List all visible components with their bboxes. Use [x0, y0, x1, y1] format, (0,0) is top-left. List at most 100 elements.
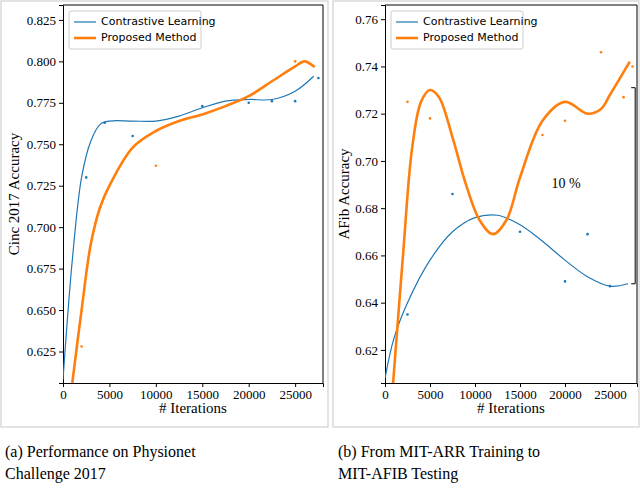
- y-axis-title: AFib Accuracy: [336, 148, 352, 240]
- y-tick-mark: [59, 310, 63, 311]
- y-tick-mark: [381, 350, 385, 351]
- plot-area: [385, 51, 635, 383]
- y-tick-label: 0.725: [27, 178, 56, 193]
- series-point: [622, 96, 625, 99]
- y-tick: 0.66: [355, 248, 385, 263]
- series-point: [631, 65, 634, 68]
- y-tick-label: 0.750: [27, 137, 56, 152]
- frame-top: [385, 5, 637, 6]
- y-tick-mark: [59, 103, 63, 104]
- series-point: [247, 102, 250, 105]
- x-tick-label: 0: [382, 387, 389, 402]
- y-tick-label: 0.68: [355, 201, 378, 216]
- y-tick-label: 0.825: [27, 13, 56, 28]
- y-tick-mark: [381, 208, 385, 209]
- y-tick-label: 0.625: [27, 344, 56, 359]
- y-tick: 0.625: [27, 344, 63, 359]
- x-tick: 5000: [418, 383, 444, 402]
- y-axis-line: [381, 6, 386, 384]
- legend-label: Contrastive Learning: [423, 15, 538, 28]
- legend-label: Proposed Method: [423, 31, 518, 44]
- y-axis: 0.625 0.650 0.675 0.700 0.725 0.750 0.775 0.800…: [27, 6, 64, 384]
- series-point: [201, 105, 204, 108]
- y-tick-mark: [381, 19, 385, 20]
- x-axis-title: # Iterations: [477, 400, 545, 416]
- series-point: [541, 134, 544, 137]
- series-point: [586, 233, 589, 236]
- y-tick-mark: [59, 352, 63, 353]
- legend: Contrastive Learning Proposed Method: [69, 11, 216, 49]
- y-tick-label: 0.675: [27, 261, 56, 276]
- series-point: [103, 121, 106, 124]
- frame-right: [323, 5, 324, 383]
- y-tick: 0.68: [355, 201, 385, 216]
- figure: 05000100001500020000250000.6250.6500.675…: [0, 0, 640, 491]
- series-line: [385, 215, 628, 378]
- series-point: [85, 176, 88, 179]
- y-tick-label: 0.62: [355, 343, 378, 358]
- y-tick: 0.800: [27, 54, 63, 69]
- x-tick-label: 5000: [418, 387, 444, 402]
- series-point: [294, 60, 297, 63]
- x-axis-title: # Iterations: [159, 400, 227, 416]
- chart-panel: 05000100001500020000250000.620.640.660.6…: [333, 1, 639, 483]
- caption: Challenge 2017: [5, 465, 106, 483]
- series-point: [155, 165, 158, 168]
- y-tick-mark: [59, 144, 63, 145]
- series-point: [406, 101, 409, 104]
- x-tick-label: 20000: [549, 387, 582, 402]
- series-point: [609, 285, 612, 288]
- bracket-line: [635, 88, 636, 284]
- series-point: [317, 77, 320, 80]
- series-line: [72, 61, 313, 383]
- x-tick: 0: [382, 383, 389, 402]
- y-tick-mark: [59, 227, 63, 228]
- series-line: [393, 62, 630, 383]
- y-tick-label: 0.700: [27, 220, 56, 235]
- y-tick: 0.62: [355, 343, 385, 358]
- series-point: [564, 119, 567, 122]
- x-tick: 20000: [233, 383, 266, 402]
- caption: MIT-AFIB Testing: [338, 465, 458, 483]
- y-tick-label: 0.70: [355, 154, 378, 169]
- series-point: [131, 135, 134, 138]
- series-point: [312, 65, 315, 68]
- y-axis-title: Cinc 2017 Accuracy: [6, 132, 22, 255]
- y-tick: 0.650: [27, 303, 63, 318]
- legend-swatch: [396, 37, 418, 40]
- y-tick-mark: [381, 255, 385, 256]
- series-point: [600, 51, 603, 54]
- annotation-text: 10 %: [552, 176, 582, 191]
- legend-swatch: [74, 37, 96, 40]
- series-point: [80, 345, 83, 348]
- series-point: [429, 117, 432, 120]
- y-tick-label: 0.74: [355, 59, 378, 74]
- x-tick-label: 25000: [594, 387, 627, 402]
- y-tick-label: 0.72: [355, 106, 378, 121]
- bracket-cap: [631, 283, 635, 284]
- y-tick: 0.72: [355, 106, 385, 121]
- y-tick-label: 0.76: [355, 12, 378, 27]
- y-tick-mark: [381, 303, 385, 304]
- panel-border: [1, 1, 328, 427]
- y-tick: 0.775: [27, 95, 63, 110]
- y-tick: 0.675: [27, 261, 63, 276]
- y-axis: 0.620.640.660.680.700.720.740.76: [355, 6, 385, 384]
- y-tick: 0.750: [27, 137, 63, 152]
- series-point: [294, 100, 297, 103]
- y-tick-mark: [59, 20, 63, 21]
- legend-label: Contrastive Learning: [101, 15, 216, 28]
- series-point: [99, 206, 102, 209]
- y-tick-label: 0.650: [27, 303, 56, 318]
- series-point: [271, 100, 274, 103]
- legend-swatch: [74, 21, 96, 22]
- y-tick-mark: [381, 161, 385, 162]
- y-tick-mark: [381, 66, 385, 67]
- series-point: [519, 231, 522, 234]
- y-tick-mark: [381, 114, 385, 115]
- legend-label: Proposed Method: [101, 31, 196, 44]
- x-tick-label: 5000: [97, 387, 123, 402]
- y-tick-mark: [59, 269, 63, 270]
- x-tick-label: 25000: [279, 387, 312, 402]
- y-tick: 0.70: [355, 154, 385, 169]
